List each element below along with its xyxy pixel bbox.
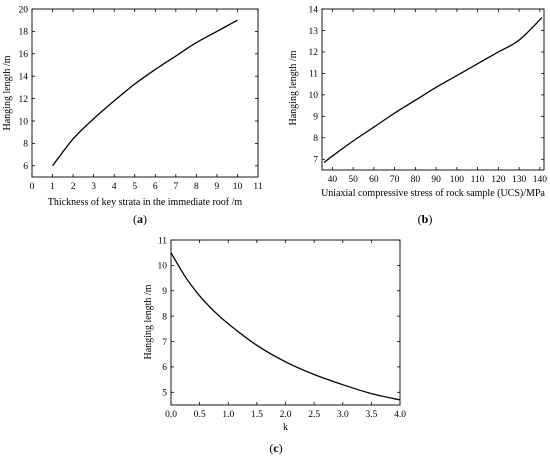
x-tick-label: 140 [533,175,548,185]
x-tick-label: 5 [132,182,137,192]
y-tick-label: 10 [309,91,319,101]
y-tick-label: 9 [162,287,167,297]
y-tick-label: 20 [19,5,29,15]
x-tick-label: 0.5 [194,410,206,420]
x-tick-label: 4 [112,182,117,192]
y-tick-label: 5 [162,389,167,399]
x-tick-label: 1.5 [251,410,263,420]
y-tick-label: 7 [313,156,318,166]
series-line [52,19,238,167]
chart-panel-b: 40 50 60 70 80 90 100 110 120 130 140 7 8 9 10 11 12 13 14… [288,5,547,226]
plot-frame [170,239,401,406]
x-tick-label: 2.0 [280,410,292,420]
x-tick-label: 8 [194,182,199,192]
panel-label: (b) [418,212,433,226]
x-tick-label: 2.5 [308,410,320,420]
plot-frame [321,8,545,171]
x-tick-label: 90 [431,175,441,185]
y-axis-label: Hanging length /m [2,55,13,130]
x-tick-label: 120 [491,175,506,185]
x-tick-label: 40 [328,175,338,185]
x-tick-label: 4.0 [394,410,406,420]
x-tick-label: 130 [512,175,527,185]
panel-label: (c) [269,441,282,455]
x-tick-label: 10 [233,182,243,192]
x-tick-label: 100 [450,175,465,185]
y-tick-label: 8 [313,134,318,144]
panel-label: (a) [133,212,147,226]
y-tick-label: 11 [309,70,318,80]
x-tick-label: 1.0 [222,410,234,420]
x-tick-label: 3.5 [365,410,377,420]
x-tick-label: 6 [153,182,158,192]
y-axis-label: Hanging length /m [143,284,154,359]
x-tick-label: 9 [215,182,220,192]
x-tick-label: 60 [369,175,379,185]
y-tick-label: 8 [162,312,167,322]
y-tick-label: 18 [19,28,29,38]
y-tick-label: 12 [309,48,319,58]
y-tick-label: 11 [158,236,167,246]
series-line [323,17,543,164]
x-tick-label: 70 [390,175,400,185]
y-tick-label: 12 [19,95,29,105]
x-tick-label: 7 [173,182,178,192]
y-tick-label: 14 [19,73,29,83]
x-tick-label: 80 [411,175,421,185]
x-axis-label: Thickness of key strata in the immediate… [48,197,243,208]
x-tick-label: 0 [30,182,35,192]
x-tick-label: 1 [50,182,55,192]
plot-frame [31,8,259,178]
y-tick-label: 6 [23,162,28,172]
y-tick-label: 9 [313,113,318,123]
y-tick-label: 10 [158,262,168,272]
x-tick-label: 11 [253,182,262,192]
y-tick-label: 10 [19,117,29,127]
x-axis-label: k [283,422,288,433]
y-tick-label: 8 [23,140,28,150]
x-tick-label: 3 [91,182,96,192]
y-tick-label: 14 [309,5,319,15]
series-line [170,252,401,401]
y-tick-label: 16 [19,50,29,60]
x-axis-label: Uniaxial compressive stress of rock samp… [321,188,545,199]
y-tick-label: 13 [309,27,319,37]
x-tick-label: 3.0 [337,410,349,420]
x-tick-label: 2 [71,182,76,192]
y-tick-label: 6 [162,363,167,373]
y-axis-label: Hanging length /m [288,50,299,125]
x-tick-label: 0.0 [165,410,177,420]
chart-panel-c: 0.0 0.5 1.0 1.5 2.0 2.5 3.0 3.5 4.0 5 6 7 8 9 10 11 k Han… [143,236,406,455]
y-tick-label: 7 [162,338,167,348]
x-tick-label: 50 [348,175,358,185]
x-tick-label: 110 [471,175,485,185]
